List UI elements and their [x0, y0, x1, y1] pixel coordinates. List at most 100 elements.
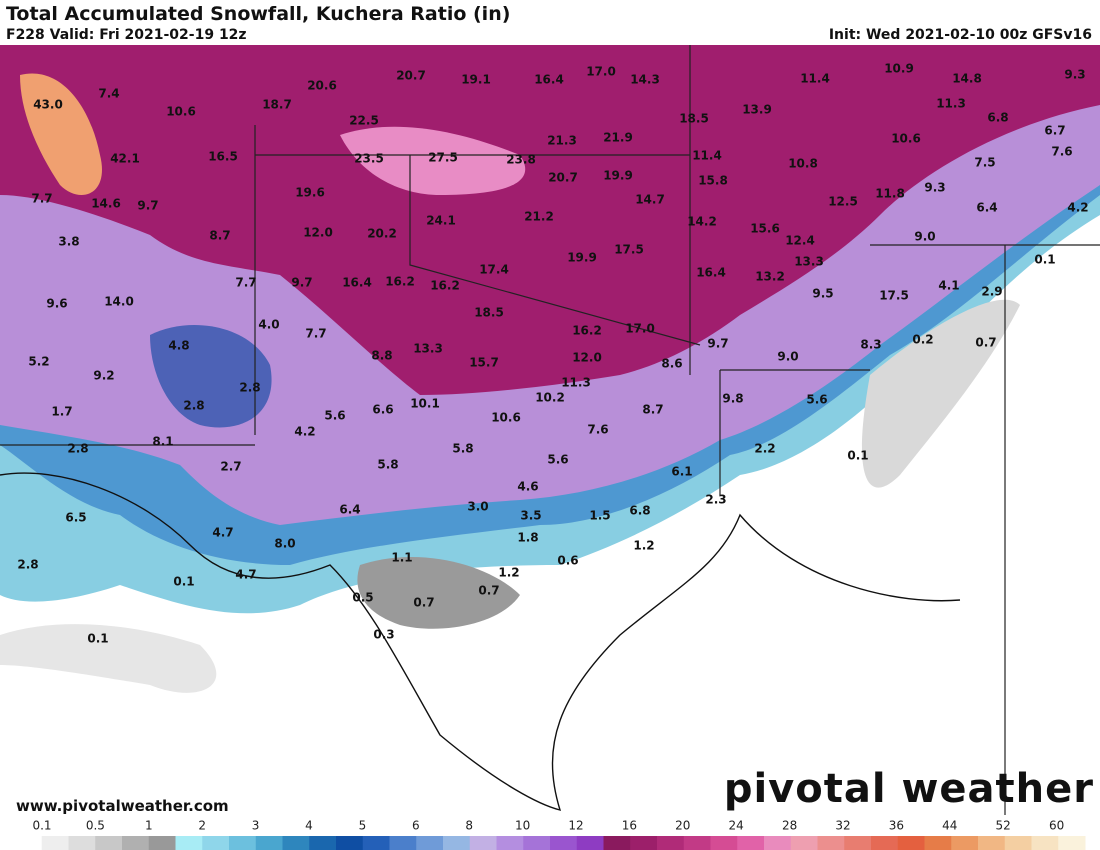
snow-value: 9.8: [722, 392, 743, 406]
snow-value: 5.6: [806, 393, 827, 407]
color-swatch: [924, 836, 952, 850]
snow-value: 19.1: [461, 73, 491, 87]
map: 43.0 7.4 10.6 18.7 20.6 22.5 20.7 19.1 16.4 17.0 1…: [0, 45, 1100, 815]
snow-value: 19.6: [295, 186, 325, 200]
snow-value: 3.8: [58, 235, 79, 249]
snow-value: 8.7: [642, 403, 663, 417]
snow-value: 6.5: [65, 511, 86, 525]
snow-value: 4.1: [938, 279, 959, 293]
snow-value: 14.0: [104, 295, 134, 309]
snow-value: 7.7: [235, 276, 256, 290]
snow-value: 2.8: [183, 399, 204, 413]
snow-value: 4.2: [294, 425, 315, 439]
snow-value: 2.8: [17, 558, 38, 572]
snow-value: 7.6: [587, 423, 608, 437]
snow-value: 2.3: [705, 493, 726, 507]
snow-value: 22.5: [349, 114, 379, 128]
legend-label: 5: [359, 819, 367, 833]
snow-value: 8.0: [274, 537, 295, 551]
snow-value: 20.7: [396, 69, 426, 83]
legend-label: 3: [252, 819, 260, 833]
snow-value: 18.7: [262, 98, 292, 112]
snow-value: 17.0: [625, 322, 655, 336]
snow-value: 18.5: [679, 112, 709, 126]
snow-value: 4.7: [212, 526, 233, 540]
snow-value: 0.7: [975, 336, 996, 350]
snow-value: 9.3: [1064, 68, 1085, 82]
snow-value: 11.4: [800, 72, 830, 86]
snow-value: 6.4: [976, 201, 997, 215]
snow-value: 1.8: [517, 531, 538, 545]
color-swatch: [897, 836, 925, 850]
color-swatch: [41, 836, 69, 850]
color-swatch: [790, 836, 818, 850]
init-time: Init: Wed 2021-02-10 00z GFSv16: [828, 27, 1092, 43]
snow-value: 2.8: [67, 442, 88, 456]
color-swatch: [95, 836, 123, 850]
snow-value: 6.8: [629, 504, 650, 518]
snow-value: 4.0: [258, 318, 279, 332]
snow-value: 4.7: [235, 568, 256, 582]
valid-time: F228 Valid: Fri 2021-02-19 12z: [6, 27, 247, 43]
color-swatch: [871, 836, 899, 850]
color-swatch: [15, 836, 43, 850]
snow-value: 12.5: [828, 195, 858, 209]
color-swatch: [309, 836, 337, 850]
snow-value: 6.7: [1044, 124, 1065, 138]
color-swatch: [603, 836, 631, 850]
snow-value: 21.2: [524, 210, 554, 224]
color-swatch: [951, 836, 979, 850]
snow-value: 8.1: [152, 435, 173, 449]
snow-value: 14.6: [91, 197, 121, 211]
snow-value: 0.1: [847, 449, 868, 463]
snow-value: 17.4: [479, 263, 509, 277]
snow-value: 15.7: [469, 356, 499, 370]
snow-value: 17.5: [879, 289, 909, 303]
snow-value: 8.3: [860, 338, 881, 352]
color-swatch: [148, 836, 176, 850]
color-swatch: [389, 836, 417, 850]
snow-value: 1.2: [633, 539, 654, 553]
color-swatch: [737, 836, 765, 850]
legend-label: 1: [145, 819, 153, 833]
color-swatch: [362, 836, 390, 850]
snow-value: 0.1: [1034, 253, 1055, 267]
color-swatch: [416, 836, 444, 850]
snow-value: 19.9: [603, 169, 633, 183]
color-swatch: [1058, 836, 1086, 850]
snow-value: 0.2: [912, 333, 933, 347]
color-swatch: [336, 836, 364, 850]
snow-value: 27.5: [428, 151, 458, 165]
legend-label: 12: [568, 819, 583, 833]
snow-value: 6.1: [671, 465, 692, 479]
snow-value: 20.2: [367, 227, 397, 241]
snow-value: 1.1: [391, 551, 412, 565]
snow-value: 12.0: [572, 351, 602, 365]
snow-value: 2.7: [220, 460, 241, 474]
snow-value: 6.8: [987, 111, 1008, 125]
snow-value: 9.0: [914, 230, 935, 244]
title: Total Accumulated Snowfall, Kuchera Rati…: [6, 3, 511, 25]
snow-value: 13.2: [755, 270, 785, 284]
snow-value: 1.2: [498, 566, 519, 580]
snow-value: 5.8: [377, 458, 398, 472]
snow-value: 9.7: [291, 276, 312, 290]
legend-label: 52: [996, 819, 1011, 833]
snow-value: 0.1: [173, 575, 194, 589]
color-swatch: [68, 836, 96, 850]
color-swatch: [122, 836, 150, 850]
snow-value: 21.3: [547, 134, 577, 148]
snow-value: 20.6: [307, 79, 337, 93]
snow-value: 43.0: [33, 98, 63, 112]
snow-value: 16.2: [430, 279, 460, 293]
snow-value: 9.7: [707, 337, 728, 351]
snow-value: 16.4: [534, 73, 564, 87]
snow-value: 24.1: [426, 214, 456, 228]
snow-value: 0.6: [557, 554, 578, 568]
color-bar: 0.1 0.5 1 2 3 4 5 6 8 10 12 16 20 24 28 32 36 44 52 60: [15, 819, 1086, 850]
legend-label: 16: [622, 819, 637, 833]
snow-value: 2.9: [981, 285, 1002, 299]
snow-value: 2.2: [754, 442, 775, 456]
snow-value: 10.6: [166, 105, 196, 119]
